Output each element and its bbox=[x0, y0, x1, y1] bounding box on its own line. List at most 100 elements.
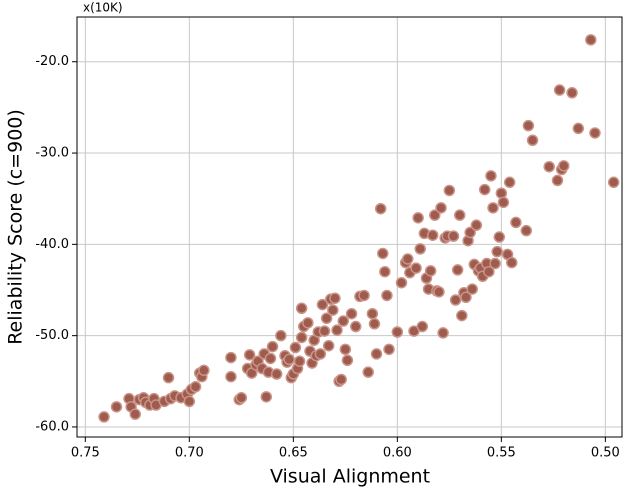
scatter-point bbox=[551, 174, 564, 187]
scatter-point bbox=[162, 371, 175, 384]
scatter-point bbox=[395, 276, 408, 289]
scatter-point bbox=[295, 302, 308, 315]
scatter-point bbox=[437, 327, 449, 339]
scatter-point bbox=[510, 216, 522, 229]
scatter-point bbox=[520, 224, 533, 237]
scatter-point bbox=[553, 84, 566, 96]
scatter-point bbox=[497, 196, 510, 209]
scatter-point bbox=[183, 395, 196, 408]
plot-frame bbox=[76, 16, 623, 438]
scatter-point bbox=[289, 341, 302, 354]
scatter-point bbox=[270, 368, 283, 380]
scatter-point bbox=[345, 307, 358, 320]
scatter-point bbox=[339, 343, 352, 356]
y-tick-label: -30.0 bbox=[35, 146, 69, 161]
scatter-point bbox=[401, 253, 414, 265]
scatter-point bbox=[370, 348, 383, 360]
scatter-point bbox=[485, 170, 497, 182]
scatter-point bbox=[495, 187, 508, 199]
scatter-point bbox=[302, 317, 314, 329]
scatter-point bbox=[391, 326, 404, 338]
scatter-point bbox=[464, 226, 476, 239]
scatter-point bbox=[424, 265, 437, 277]
scatter-point bbox=[449, 294, 462, 306]
scatter-point bbox=[585, 34, 597, 46]
scatter-point bbox=[358, 289, 370, 302]
scatter-point bbox=[433, 286, 445, 298]
scatter-point bbox=[341, 354, 354, 367]
scatter-point bbox=[335, 373, 347, 386]
scatter-point bbox=[410, 262, 422, 274]
scatter-point bbox=[331, 324, 343, 336]
scatter-point bbox=[314, 348, 327, 360]
scatter-point bbox=[260, 391, 273, 403]
scatter-point bbox=[266, 340, 279, 353]
scatter-point bbox=[558, 160, 570, 172]
scatter-point bbox=[362, 366, 374, 378]
scatter-point bbox=[337, 315, 350, 327]
scatter-point bbox=[377, 247, 389, 260]
x-axis-label: Visual Alignment bbox=[270, 466, 430, 488]
scatter-point bbox=[110, 401, 123, 413]
x-tick-label: 0.70 bbox=[175, 446, 204, 461]
scatter-point bbox=[460, 291, 472, 304]
scatter-point bbox=[129, 408, 141, 420]
scatter-point bbox=[483, 265, 495, 278]
scatter-point bbox=[275, 329, 287, 342]
scatter-point bbox=[295, 331, 308, 344]
y-tick-label: -60.0 bbox=[35, 419, 69, 434]
scatter-point bbox=[198, 364, 210, 377]
scatter-point bbox=[451, 264, 464, 276]
y-tick-label: -40.0 bbox=[35, 237, 69, 252]
scatter-point bbox=[414, 243, 426, 255]
scatter-point bbox=[543, 160, 555, 173]
scatter-point bbox=[243, 349, 256, 361]
scatter-point bbox=[379, 265, 391, 278]
scatter-point bbox=[383, 343, 395, 356]
x-tick-label: 0.75 bbox=[71, 446, 100, 461]
scatter-point bbox=[235, 391, 248, 404]
scatter-point bbox=[487, 202, 499, 214]
scatter-point bbox=[368, 318, 381, 330]
scatter-point bbox=[466, 283, 478, 295]
scatter-point bbox=[526, 134, 539, 147]
scatter-point bbox=[566, 87, 578, 99]
scatter-point bbox=[426, 229, 439, 241]
scatter-point bbox=[453, 209, 466, 221]
scatter-point bbox=[489, 257, 501, 270]
scatter-point bbox=[320, 312, 333, 325]
scatter-point bbox=[493, 231, 506, 243]
y-tick-label: -50.0 bbox=[35, 328, 69, 343]
scatter-point bbox=[283, 353, 295, 366]
scatter-point bbox=[322, 339, 335, 352]
scatter-point bbox=[607, 176, 620, 189]
scatter-point bbox=[329, 292, 341, 304]
scatter-point bbox=[589, 127, 601, 139]
scatter-point bbox=[443, 184, 456, 197]
scatter-point bbox=[491, 245, 503, 258]
scatter-point bbox=[366, 307, 379, 320]
scatter-point bbox=[522, 119, 535, 132]
scatter-point bbox=[503, 176, 516, 189]
scatter-point bbox=[189, 381, 202, 393]
scatter-point bbox=[381, 289, 393, 302]
scatter-point bbox=[327, 304, 339, 316]
scatter-point bbox=[506, 256, 518, 269]
x-tick-label: 0.50 bbox=[591, 446, 620, 461]
scatter-point bbox=[478, 183, 491, 196]
x-tick-label: 0.55 bbox=[487, 446, 516, 461]
scatter-point bbox=[98, 411, 110, 423]
scatter-point bbox=[293, 355, 306, 367]
scatter-point bbox=[316, 298, 329, 311]
scatter-point bbox=[429, 209, 441, 221]
scatter-point bbox=[456, 309, 468, 322]
axis-annotation: x(10K) bbox=[83, 1, 123, 15]
scatter-point bbox=[470, 219, 483, 231]
scatter-point bbox=[264, 352, 277, 365]
scatter-point bbox=[412, 212, 424, 224]
y-tick-label: -20.0 bbox=[35, 54, 69, 69]
x-tick-label: 0.60 bbox=[383, 446, 412, 461]
scatter-point bbox=[447, 230, 460, 242]
scatter-point bbox=[374, 202, 387, 215]
